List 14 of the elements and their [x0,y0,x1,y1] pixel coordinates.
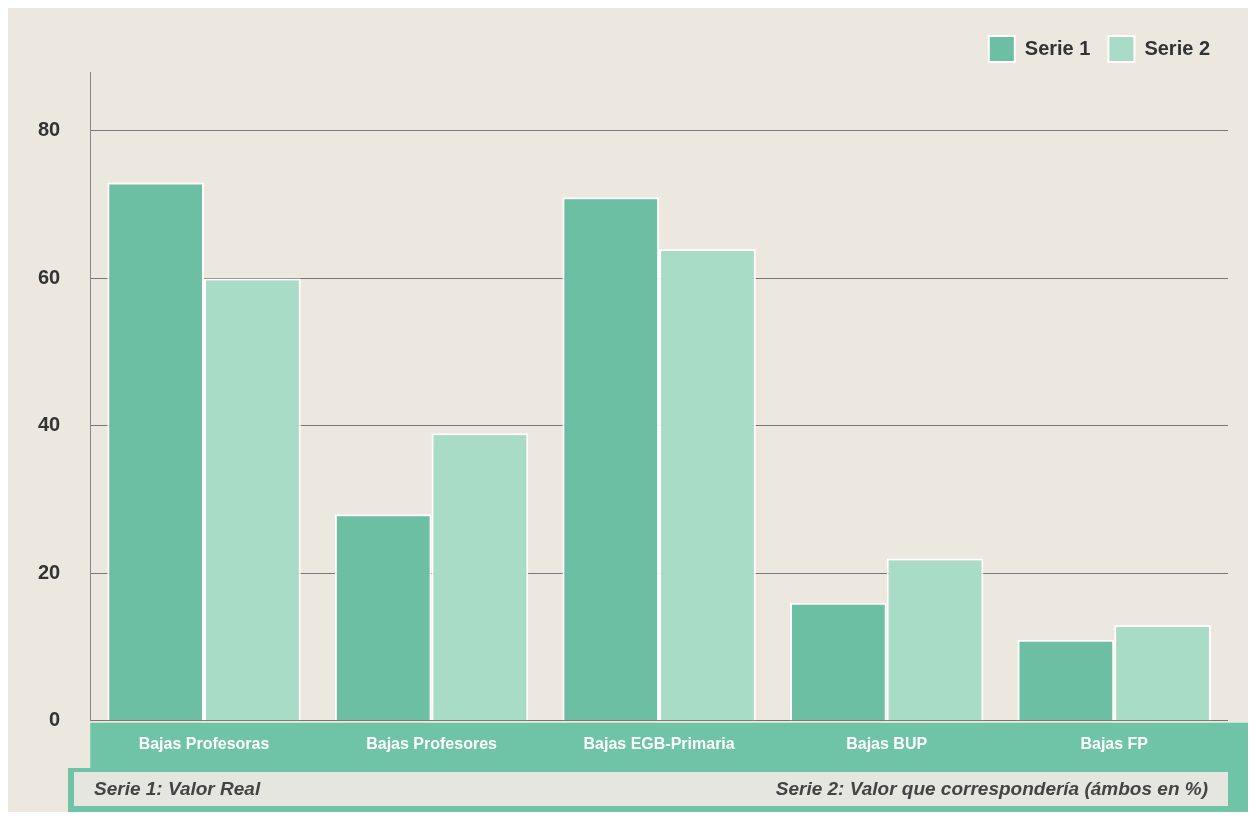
x-tick-label: Bajas BUP [846,734,928,752]
x-tick-label: Bajas FP [1080,734,1149,752]
y-tick-label: 0 [49,708,61,731]
legend-label: Serie 1 [1024,36,1091,59]
x-tick-label: Bajas EGB-Primaria [583,734,735,752]
y-tick-label: 40 [38,413,61,436]
x-tick-label: Bajas Profesoras [138,734,270,752]
y-tick-label: 20 [38,560,61,583]
text: Serie 2: Valor que correspondería (ámbos en %) [775,778,1208,800]
text: Serie 1: Valor Real [94,778,261,800]
legend-label: Serie 2 [1144,36,1210,59]
x-tick-label: Bajas Profesores [366,734,498,752]
y-tick-label: 80 [38,118,61,141]
y-tick-label: 60 [38,265,61,288]
